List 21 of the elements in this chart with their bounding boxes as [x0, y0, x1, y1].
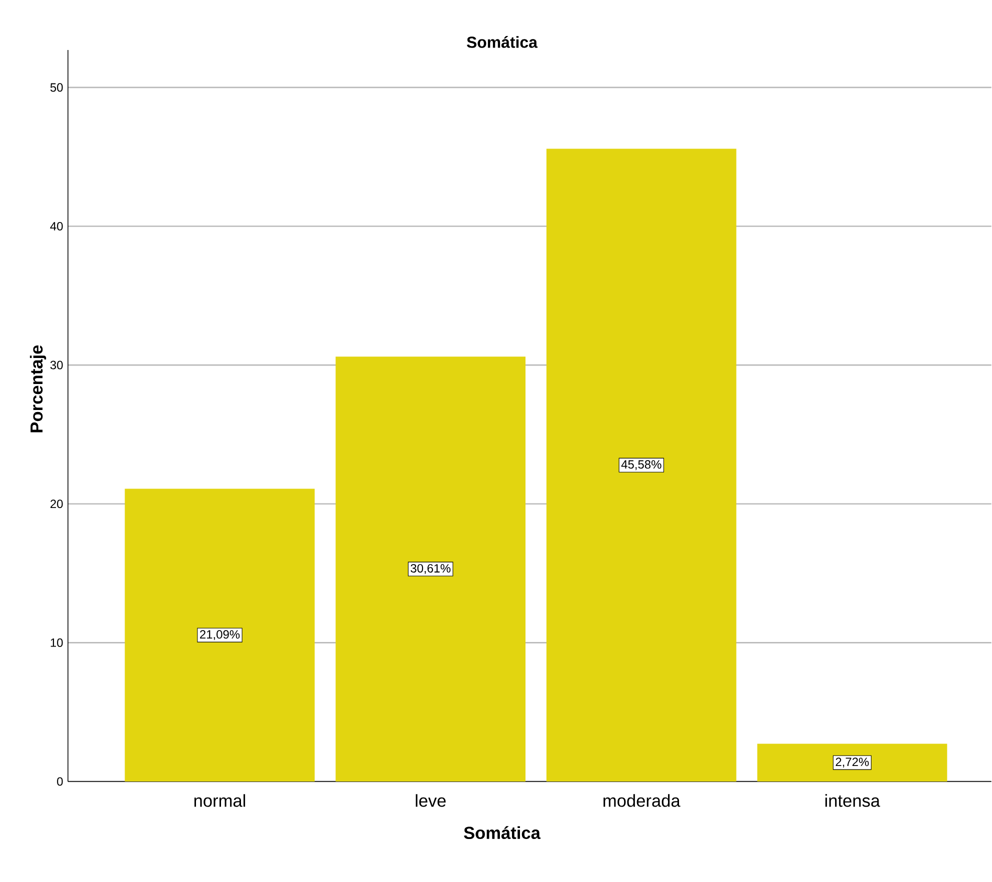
data-label: 30,61%	[410, 564, 450, 574]
y-tick-label: 10	[50, 638, 63, 647]
x-tick-label: intensa	[825, 794, 880, 807]
data-label: 21,09%	[200, 630, 240, 640]
bar	[757, 744, 948, 782]
y-tick-label: 20	[50, 499, 63, 508]
y-tick-label: 0	[57, 777, 63, 786]
y-tick-label: 30	[50, 360, 63, 370]
chart-title: Somática	[466, 36, 538, 48]
x-axis-title: Somática	[464, 826, 541, 839]
y-tick-label: 50	[50, 82, 63, 92]
bar	[546, 148, 736, 782]
y-tick-label: 40	[50, 222, 63, 230]
bar	[336, 356, 526, 782]
data-label: 45,58%	[621, 460, 662, 470]
data-label: 2,72%	[836, 757, 869, 768]
y-axis-title: Porcentaje	[30, 345, 46, 432]
x-tick-label: leve	[416, 794, 446, 807]
x-tick-label: moderada	[604, 794, 680, 807]
x-tick-label: normal	[194, 794, 246, 807]
bar	[124, 488, 315, 782]
